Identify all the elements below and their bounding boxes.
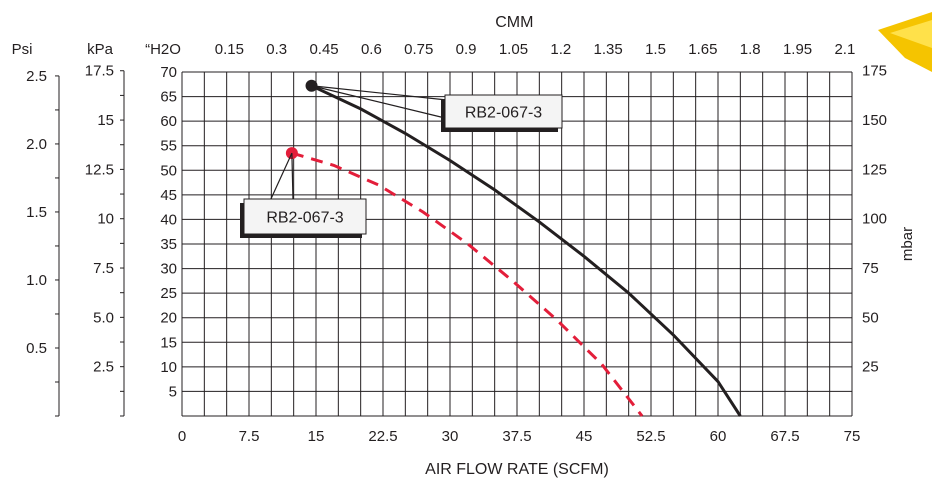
kpa-tick-label: 12.5: [85, 161, 114, 178]
x-tick-label: 45: [576, 428, 593, 445]
inh2o-tick-label: 20: [160, 310, 177, 327]
x-top-tick-label: 0.45: [309, 41, 338, 58]
psi-tick-label: 1.0: [26, 272, 47, 289]
inh2o-tick-label: 10: [160, 359, 177, 376]
callout-pointer: [269, 152, 293, 202]
x-top-axis-title: CMM: [495, 14, 533, 31]
x-top-tick-label: 2.1: [834, 41, 855, 58]
x-tick-label: 75: [844, 428, 861, 445]
inh2o-tick-label: 45: [160, 187, 177, 204]
kpa-tick-label: 10: [97, 211, 114, 228]
x-top-tick-label: 1.65: [688, 41, 717, 58]
x-tick-label: 15: [308, 428, 325, 445]
x-tick-label: 37.5: [502, 428, 531, 445]
x-top-tick-label: 0.9: [456, 41, 477, 58]
inh2o-unit-label: “H2O: [145, 41, 181, 58]
x-top-tick-label: 1.2: [550, 41, 571, 58]
x-top-tick-label: 0.3: [266, 41, 287, 58]
x-axis-title: AIR FLOW RATE (SCFM): [425, 461, 609, 478]
callout-label: RB2-067-3: [465, 105, 542, 122]
callouts: RB2-067-3 RB2-067-3: [240, 85, 563, 238]
x-top-tick-label: 1.35: [594, 41, 623, 58]
mbar-tick-label: 75: [862, 260, 879, 277]
psi-tick-label: 1.5: [26, 204, 47, 221]
x-top-tick-label: 1.5: [645, 41, 666, 58]
psi-tick-label: 0.5: [26, 340, 47, 357]
kpa-unit-label: kPa: [87, 41, 114, 58]
x-tick-label: 22.5: [368, 428, 397, 445]
series-line-dashed: [291, 151, 644, 417]
kpa-tick-label: 5.0: [93, 309, 114, 326]
callout-box: [444, 94, 563, 129]
x-top-tick-label: 0.6: [361, 41, 382, 58]
mbar-unit-label: mbar: [899, 227, 916, 261]
x-tick-label: 30: [442, 428, 459, 445]
series-line-solid: [310, 84, 742, 417]
x-top-tick-label: 1.95: [783, 41, 812, 58]
psi-tick-label: 2.0: [26, 136, 47, 153]
mbar-tick-label: 100: [862, 211, 887, 228]
callout-pointer: [311, 85, 446, 119]
x-top-tick-label: 0.15: [215, 41, 244, 58]
inh2o-tick-label: 70: [160, 64, 177, 81]
x-tick-label: 67.5: [770, 428, 799, 445]
inh2o-tick-label: 60: [160, 113, 177, 130]
inh2o-tick-label: 30: [160, 261, 177, 278]
kpa-tick-label: 2.5: [93, 359, 114, 376]
x-top-tick-label: 1.05: [499, 41, 528, 58]
inh2o-tick-label: 35: [160, 236, 177, 253]
kpa-tick-label: 7.5: [93, 260, 114, 277]
callout-pointer: [291, 153, 294, 202]
mbar-tick-label: 125: [862, 161, 887, 178]
x-top-tick-label: 1.8: [740, 41, 761, 58]
callout-box: [243, 198, 367, 235]
inh2o-tick-label: 40: [160, 211, 177, 228]
inh2o-tick-label: 55: [160, 138, 177, 155]
mbar-tick-label: 150: [862, 112, 887, 129]
inh2o-tick-label: 5: [169, 383, 177, 400]
psi-tick-label: 2.5: [26, 68, 47, 85]
mbar-tick-label: 50: [862, 309, 879, 326]
x-tick-label: 60: [710, 428, 727, 445]
x-tick-label: 7.5: [239, 428, 260, 445]
inh2o-tick-label: 65: [160, 89, 177, 106]
mbar-tick-label: 25: [862, 359, 879, 376]
kpa-tick-label: 17.5: [85, 63, 114, 80]
x-top-tick-label: 0.75: [404, 41, 433, 58]
inh2o-tick-label: 15: [160, 334, 177, 351]
inh2o-tick-label: 50: [160, 162, 177, 179]
x-tick-label: 0: [178, 428, 186, 445]
callout-pointer: [311, 85, 448, 101]
x-tick-label: 52.5: [636, 428, 665, 445]
callout-label: RB2-067-3: [266, 210, 343, 227]
psi-unit-label: Psi: [12, 41, 33, 58]
mbar-tick-label: 175: [862, 63, 887, 80]
inh2o-tick-label: 25: [160, 285, 177, 302]
kpa-tick-label: 15: [97, 112, 114, 129]
